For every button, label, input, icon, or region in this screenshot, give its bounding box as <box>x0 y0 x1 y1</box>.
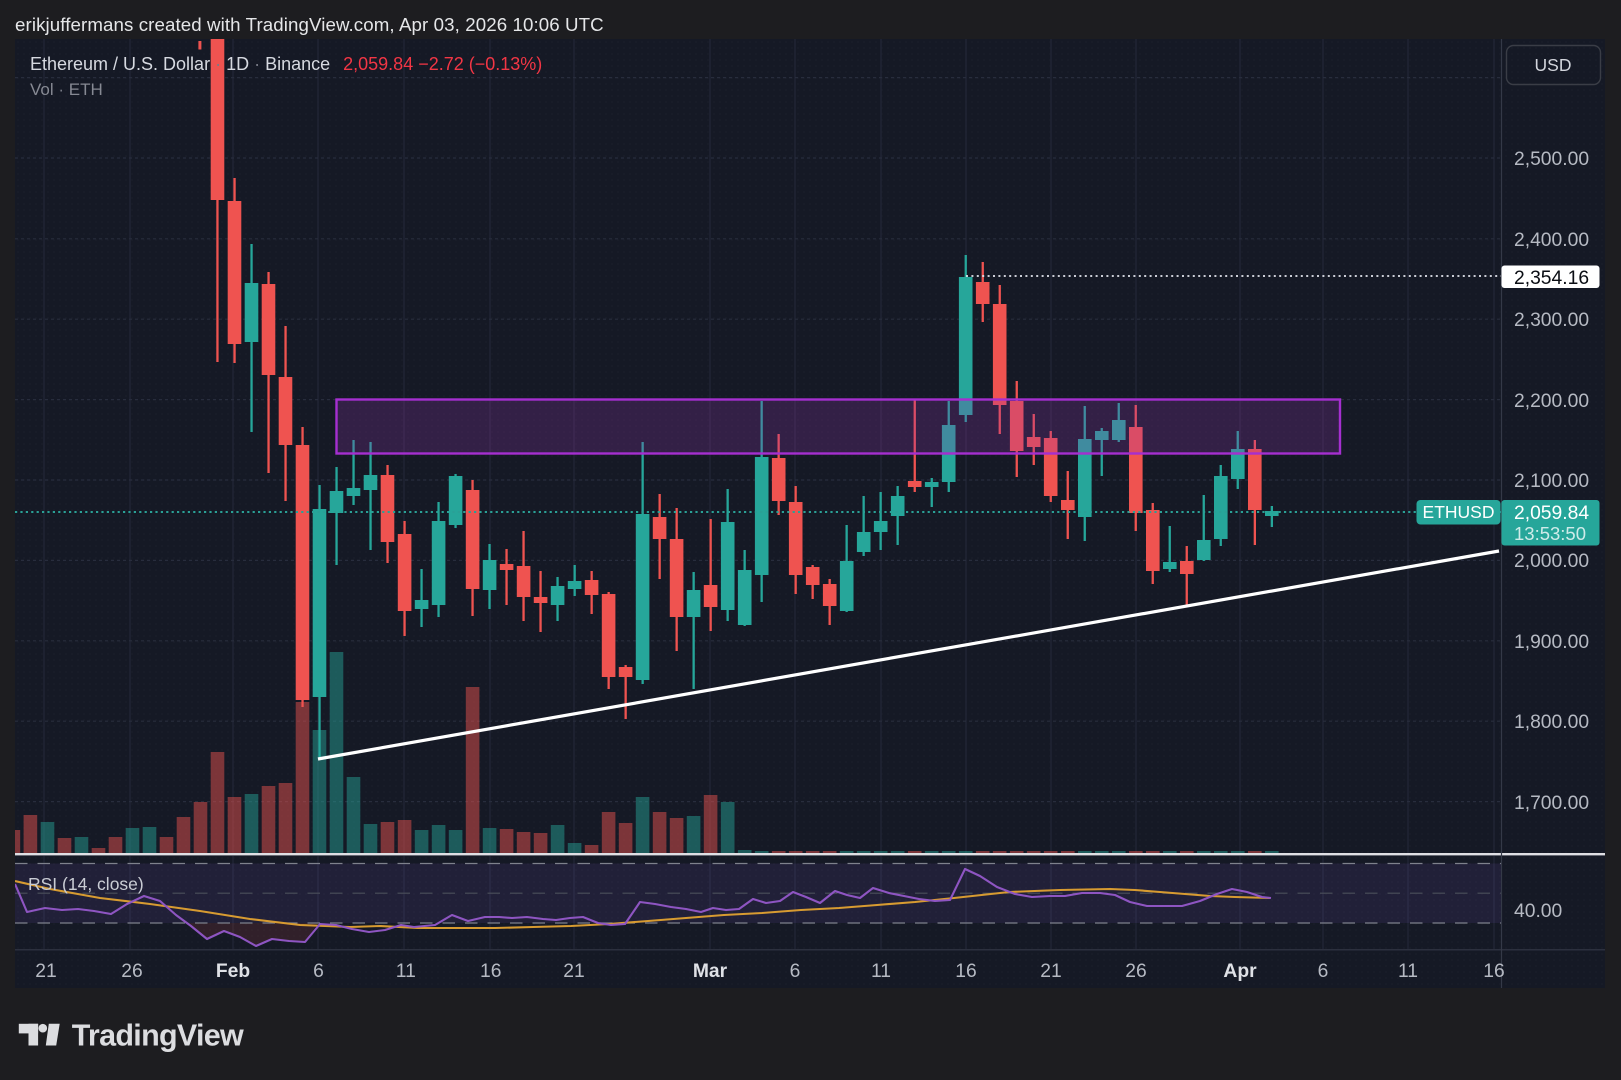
svg-text:16: 16 <box>955 961 976 982</box>
svg-text:2,354.16: 2,354.16 <box>1514 268 1589 289</box>
svg-text:Mar: Mar <box>693 961 728 982</box>
svg-text:11: 11 <box>396 961 416 982</box>
svg-text:21: 21 <box>1040 961 1061 982</box>
svg-text:16: 16 <box>480 961 501 982</box>
svg-text:2,400.00: 2,400.00 <box>1514 230 1589 251</box>
svg-text:1,900.00: 1,900.00 <box>1514 632 1589 653</box>
svg-text:Apr: Apr <box>1223 961 1257 982</box>
svg-text:6: 6 <box>790 961 801 982</box>
svg-text:40.00: 40.00 <box>1514 901 1562 922</box>
svg-text:21: 21 <box>563 961 584 982</box>
svg-text:2,100.00: 2,100.00 <box>1514 471 1589 492</box>
svg-text:26: 26 <box>1125 961 1146 982</box>
svg-text:16: 16 <box>1483 961 1504 982</box>
svg-text:11: 11 <box>871 961 891 982</box>
svg-text:TradingView: TradingView <box>72 1020 244 1053</box>
svg-text:2,000.00: 2,000.00 <box>1514 551 1589 572</box>
svg-text:26: 26 <box>121 961 142 982</box>
svg-text:6: 6 <box>313 961 324 982</box>
svg-text:RSI (14, close): RSI (14, close) <box>28 874 144 894</box>
svg-text:Feb: Feb <box>216 961 250 982</box>
svg-text:Vol · ETH: Vol · ETH <box>30 80 103 99</box>
svg-text:ETHUSD: ETHUSD <box>1423 502 1495 522</box>
svg-text:11: 11 <box>1398 961 1418 982</box>
svg-text:2,059.84: 2,059.84 <box>1514 503 1589 524</box>
svg-text:1,800.00: 1,800.00 <box>1514 712 1589 733</box>
svg-text:1,700.00: 1,700.00 <box>1514 793 1589 814</box>
svg-text:Ethereum / U.S. Dollar · 1D ·: Ethereum / U.S. Dollar · 1D · Binance 2,0… <box>30 54 542 74</box>
svg-text:6: 6 <box>1318 961 1329 982</box>
svg-text:2,200.00: 2,200.00 <box>1514 391 1589 412</box>
svg-text:13:53:50: 13:53:50 <box>1514 523 1586 544</box>
svg-text:USD: USD <box>1535 55 1572 75</box>
svg-text:2,300.00: 2,300.00 <box>1514 310 1589 331</box>
svg-text:2,500.00: 2,500.00 <box>1514 149 1589 170</box>
svg-text:21: 21 <box>35 961 56 982</box>
